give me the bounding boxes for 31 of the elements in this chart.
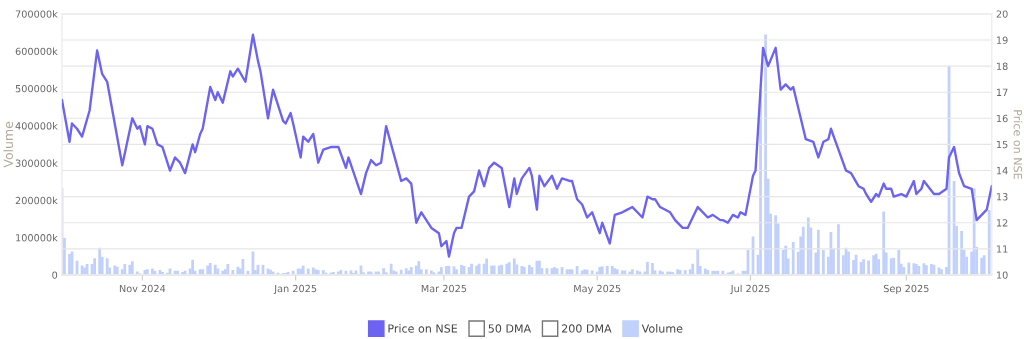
x-tick-label: Jul 2025 <box>730 284 770 294</box>
y2-axis-title: Price on NSE <box>1013 110 1023 179</box>
legend-label: Price on NSE <box>388 324 458 333</box>
y2-tick-label: 18 <box>996 62 1008 70</box>
y2-tick-label: 13 <box>996 193 1008 201</box>
y2-tick-label: 12 <box>996 219 1008 227</box>
legend-label: Volume <box>641 324 683 333</box>
y-axis-title: Volume <box>3 121 14 168</box>
y2-tick-label: 19 <box>996 36 1008 44</box>
y-tick-label: 400000k <box>15 122 58 130</box>
legend-label: 50 DMA <box>488 324 532 333</box>
y-tick-label: 500000k <box>15 84 58 93</box>
y2-tick-label: 14 <box>996 167 1008 175</box>
y-tick-label: 100000k <box>16 233 58 242</box>
y2-tick-label: 10 <box>996 271 1008 279</box>
y-tick-label: 700000k <box>15 10 58 18</box>
y2-tick-label: 15 <box>996 141 1008 149</box>
x-tick-label: May 2025 <box>574 284 621 295</box>
x-tick-label: Jan 2025 <box>273 284 317 294</box>
y2-tick-label: 11 <box>996 245 1008 253</box>
y2-tick-label: 20 <box>996 10 1008 18</box>
x-tick-label: Mar 2025 <box>421 284 467 293</box>
y-tick-label: 600000k <box>15 47 58 56</box>
legend-label: 200 DMA <box>562 324 612 333</box>
y-tick-label: 300000k <box>15 159 58 167</box>
x-tick-label: Sep 2025 <box>883 284 929 295</box>
y-tick-label: 200000k <box>15 196 58 205</box>
y-tick-label: 0 <box>52 271 58 279</box>
x-tick-label: Nov 2024 <box>119 284 166 293</box>
y2-tick-label: 16 <box>996 114 1008 123</box>
y2-tick-label: 17 <box>996 88 1008 96</box>
